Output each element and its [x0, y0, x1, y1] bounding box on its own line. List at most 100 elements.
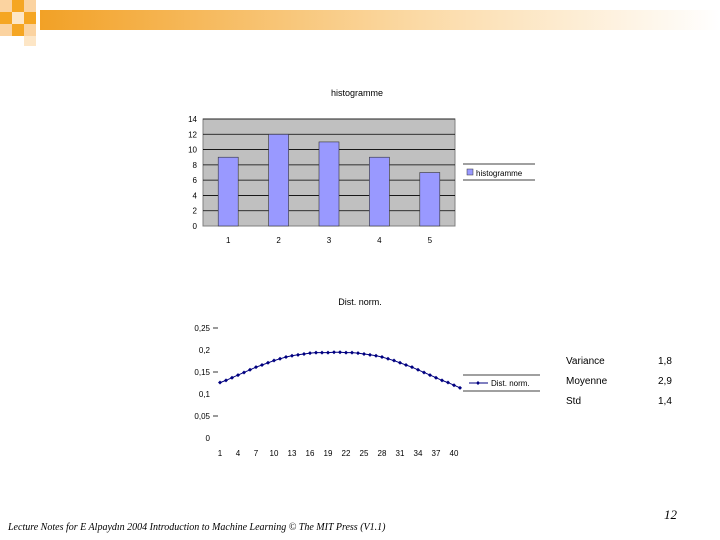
bar-x-tick-label: 3 — [327, 236, 332, 245]
line-point — [230, 375, 234, 380]
line-chart-title: Dist. norm. — [338, 297, 382, 307]
bar-2 — [268, 133, 289, 227]
line-point — [266, 360, 270, 365]
bar-legend-box — [463, 164, 535, 180]
footer-citation: Lecture Notes for E Alpaydın 2004 Introd… — [8, 522, 386, 533]
line-x-tick-label: 28 — [378, 449, 387, 458]
stat-label: Std — [566, 396, 582, 407]
line-point — [296, 352, 300, 357]
stat-value: 1,4 — [658, 396, 672, 407]
line-point — [332, 350, 336, 355]
line-point — [338, 350, 342, 355]
stat-label: Variance — [566, 356, 605, 367]
line-point — [416, 367, 420, 372]
line-x-tick-label: 22 — [342, 449, 351, 458]
line-point — [446, 380, 450, 385]
bar-5 — [419, 172, 441, 227]
line-y-tick-label: 0,2 — [199, 346, 211, 355]
line-x-tick-label: 19 — [324, 449, 333, 458]
line-x-tick-label: 10 — [270, 449, 279, 458]
stat-value: 2,9 — [658, 376, 672, 387]
line-point — [290, 353, 294, 358]
line-point — [392, 358, 396, 363]
line-point — [398, 360, 402, 365]
line-point — [386, 356, 390, 361]
line-point — [248, 367, 252, 372]
line-x-tick-label: 37 — [432, 449, 441, 458]
line-y-tick-label: 0,1 — [199, 390, 211, 399]
line-point — [344, 350, 348, 355]
bar-x-tick-label: 2 — [276, 236, 281, 245]
stat-label: Moyenne — [566, 376, 608, 387]
bar-legend-swatch — [466, 168, 474, 176]
bar-x-tick-label: 1 — [226, 236, 231, 245]
bar-legend-label: histogramme — [476, 169, 523, 178]
bar-chart-title: histogramme — [331, 88, 383, 98]
line-point — [404, 362, 408, 367]
line-y-tick-label: 0,25 — [194, 324, 210, 333]
bar-y-tick-label: 12 — [188, 130, 197, 139]
line-point — [260, 362, 264, 367]
stat-row-std: Std 1,4 — [566, 396, 686, 416]
line-legend-label: Dist. norm. — [491, 379, 530, 388]
bar-x-tick-label: 5 — [428, 236, 433, 245]
stat-row-variance: Variance 1,8 — [566, 356, 686, 376]
line-point — [434, 375, 438, 380]
line-x-tick-label: 4 — [236, 449, 241, 458]
line-y-tick-label: 0 — [206, 434, 211, 443]
stat-row-moyenne: Moyenne 2,9 — [566, 376, 686, 396]
line-point — [422, 370, 426, 375]
line-point — [314, 350, 318, 355]
line-point — [440, 378, 444, 383]
line-point — [458, 385, 462, 390]
header-decoration — [0, 0, 720, 46]
line-point — [356, 351, 360, 356]
line-point — [302, 351, 306, 356]
line-point — [428, 373, 432, 378]
line-x-tick-label: 16 — [306, 449, 315, 458]
line-point — [224, 378, 228, 383]
line-point — [368, 352, 372, 357]
line-point — [452, 383, 456, 388]
line-x-tick-label: 7 — [254, 449, 259, 458]
line-x-tick-label: 40 — [450, 449, 459, 458]
line-series-path — [219, 351, 461, 389]
line-point — [308, 351, 312, 356]
bar-y-tick-label: 4 — [193, 191, 198, 200]
line-point — [278, 356, 282, 361]
line-point — [374, 353, 378, 358]
stats-table: Variance 1,8 Moyenne 2,9 Std 1,4 — [566, 356, 686, 416]
bar-y-tick-label: 0 — [193, 222, 198, 231]
line-point — [254, 365, 258, 370]
line-point — [326, 350, 330, 355]
line-x-tick-label: 34 — [414, 449, 423, 458]
line-point — [320, 350, 324, 355]
line-point — [242, 370, 246, 375]
line-y-tick-label: 0,05 — [194, 412, 210, 421]
line-point — [380, 355, 384, 360]
line-point — [272, 358, 276, 363]
bar-y-tick-label: 2 — [193, 207, 198, 216]
stat-value: 1,8 — [658, 356, 672, 367]
bar-1 — [217, 156, 239, 227]
bar-x-tick-label: 4 — [377, 236, 382, 245]
line-x-tick-label: 13 — [288, 449, 297, 458]
line-point — [410, 365, 414, 370]
line-point — [236, 373, 240, 378]
line-point — [284, 355, 288, 360]
bar-y-tick-label: 8 — [193, 161, 198, 170]
bar-y-tick-label: 6 — [193, 176, 198, 185]
line-legend-marker — [476, 381, 480, 385]
line-x-tick-label: 31 — [396, 449, 405, 458]
line-x-tick-label: 1 — [218, 449, 223, 458]
line-x-tick-label: 25 — [360, 449, 369, 458]
bar-y-tick-label: 14 — [188, 115, 197, 124]
line-point — [218, 380, 222, 385]
bar-3 — [318, 141, 340, 227]
bar-4 — [369, 156, 390, 227]
line-point — [362, 351, 366, 356]
line-y-tick-label: 0,15 — [194, 368, 210, 377]
line-point — [350, 350, 354, 355]
page-number: 12 — [664, 507, 677, 522]
